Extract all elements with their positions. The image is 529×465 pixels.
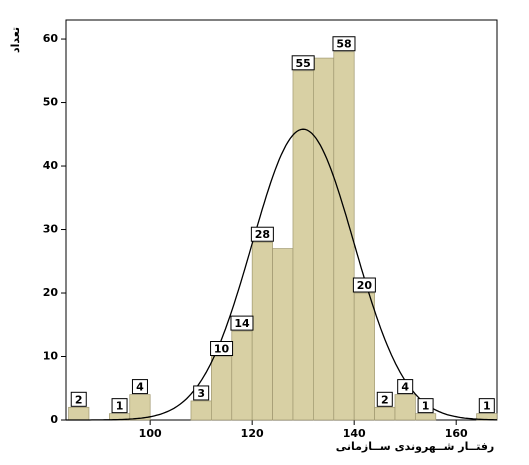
bar [251, 241, 273, 421]
y-tick-label: 50 [43, 96, 59, 109]
label-box [352, 277, 376, 293]
label-box [131, 379, 148, 395]
label-box [376, 391, 393, 407]
data-label: 3 [197, 387, 205, 400]
label-box [478, 398, 495, 414]
data-label: 1 [483, 400, 491, 413]
bar [272, 248, 294, 421]
bar [68, 406, 90, 421]
bar [415, 413, 437, 421]
label-box [111, 398, 128, 414]
label-box [193, 385, 210, 401]
label-box [250, 226, 274, 242]
y-tick-label: 0 [50, 413, 58, 426]
y-tick-label: 40 [43, 159, 59, 172]
bar [353, 292, 375, 421]
y-tick-label: 20 [43, 286, 59, 299]
data-label: 4 [401, 381, 409, 394]
data-label: 10 [214, 343, 230, 356]
label-box [417, 398, 434, 414]
data-label: 58 [336, 38, 351, 51]
label-box [397, 379, 414, 395]
data-label: 20 [357, 279, 373, 292]
data-label: 2 [75, 393, 83, 406]
label-box [291, 55, 315, 71]
y-tick-label: 60 [43, 32, 59, 45]
x-tick-label: 100 [139, 427, 162, 440]
bar [190, 400, 212, 421]
x-tick-label: 120 [241, 427, 264, 440]
data-label: 28 [255, 228, 270, 241]
data-label: 2 [381, 393, 389, 406]
bar [374, 406, 396, 421]
y-tick-label: 30 [43, 223, 59, 236]
label-box [332, 36, 356, 52]
x-tick-label: 160 [445, 427, 468, 440]
bar [231, 330, 253, 421]
label-box [70, 391, 87, 407]
data-label: 14 [234, 317, 250, 330]
data-label: 1 [422, 400, 430, 413]
bar [292, 70, 314, 421]
bar [129, 394, 151, 421]
label-box [230, 315, 254, 331]
bar [211, 356, 233, 421]
bar [333, 51, 355, 421]
data-label: 55 [296, 57, 311, 70]
bar [394, 394, 416, 421]
data-label: 1 [116, 400, 124, 413]
data-label: 4 [136, 381, 144, 394]
x-tick-label: 140 [343, 427, 366, 440]
label-box [210, 341, 234, 357]
y-axis-title: تعداد [9, 27, 22, 53]
bar [313, 57, 335, 421]
x-axis-title: رفتــار شــهروندی ســازمانی [336, 440, 495, 453]
y-tick-label: 10 [43, 350, 59, 363]
